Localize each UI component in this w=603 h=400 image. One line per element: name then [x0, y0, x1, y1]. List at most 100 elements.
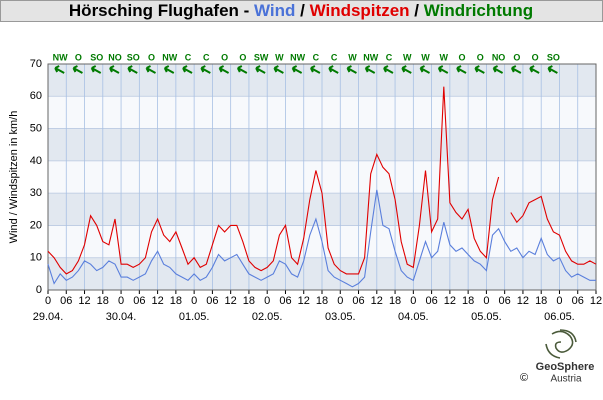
- y-tick-label: 20: [30, 219, 42, 231]
- direction-arrow: [182, 65, 193, 74]
- plot-frame: [47, 63, 597, 291]
- direction-arrow: [364, 65, 376, 74]
- title-wind: Wind: [254, 1, 295, 20]
- x-tick-label: 12: [444, 295, 456, 307]
- y-tick-label: 30: [30, 187, 42, 199]
- direction-label: O: [477, 52, 484, 62]
- x-tick-label: 12: [151, 295, 163, 307]
- x-tick-label: 18: [243, 295, 255, 307]
- direction-label: O: [221, 52, 228, 62]
- direction-arrow: [346, 65, 357, 74]
- x-tick-label: 0: [264, 295, 270, 307]
- x-tick-label: 0: [45, 295, 51, 307]
- direction-label: NW: [162, 52, 177, 62]
- x-tick-label: 0: [191, 295, 197, 307]
- title-separator: /: [410, 1, 424, 20]
- logo-swirl: [551, 330, 574, 353]
- x-tick-label: 18: [462, 295, 474, 307]
- direction-arrow: [127, 65, 138, 74]
- direction-label: W: [348, 52, 357, 62]
- chart-title: Hörsching Flughafen - Wind / Windspitzen…: [69, 1, 533, 20]
- title-prefix: Hörsching Flughafen -: [69, 1, 254, 20]
- y-tick-label: 40: [30, 155, 42, 167]
- x-tick-label: 06: [133, 295, 145, 307]
- direction-arrow: [291, 65, 303, 74]
- direction-arrow: [547, 65, 558, 74]
- x-tick-label: 06: [499, 295, 511, 307]
- date-label: 30.04.: [106, 311, 137, 323]
- x-tick-label: 18: [316, 295, 328, 307]
- direction-arrow: [456, 65, 467, 74]
- direction-label: C: [203, 52, 210, 62]
- direction-arrow: [163, 65, 175, 74]
- date-label: 06.05.: [544, 311, 575, 323]
- y-tick-label: 0: [36, 284, 42, 296]
- direction-label: C: [185, 52, 192, 62]
- direction-arrow: [401, 65, 412, 74]
- direction-arrow: [90, 65, 102, 74]
- direction-arrow: [273, 65, 284, 74]
- direction-label: W: [421, 52, 430, 62]
- direction-arrow: [109, 65, 120, 74]
- date-label: 02.05.: [252, 311, 283, 323]
- direction-arrow: [200, 65, 211, 74]
- direction-label: W: [275, 52, 284, 62]
- direction-arrow: [492, 65, 504, 74]
- direction-label: W: [403, 52, 412, 62]
- direction-label: O: [459, 52, 466, 62]
- direction-label: NW: [363, 52, 378, 62]
- direction-label: O: [532, 52, 539, 62]
- logo-name: GeoSphere: [536, 361, 595, 373]
- x-tick-label: 18: [170, 295, 182, 307]
- x-tick-label: 18: [97, 295, 109, 307]
- direction-label: O: [513, 52, 520, 62]
- title-gusts: Windspitzen: [310, 1, 410, 20]
- direction-label: SO: [127, 52, 140, 62]
- direction-arrow: [419, 65, 430, 74]
- direction-arrow: [54, 65, 65, 74]
- x-tick-label: 12: [371, 295, 383, 307]
- direction-label: NO: [492, 52, 506, 62]
- x-tick-label: 06: [352, 295, 364, 307]
- direction-label: NW: [53, 52, 68, 62]
- title-separator: /: [295, 1, 309, 20]
- direction-arrow: [218, 65, 230, 74]
- x-tick-label: 0: [337, 295, 343, 307]
- y-tick-label: 70: [30, 58, 42, 70]
- title-direction: Windrichtung: [424, 1, 533, 20]
- direction-label: O: [239, 52, 246, 62]
- series-line: [47, 86, 597, 275]
- direction-label: SO: [90, 52, 103, 62]
- direction-label: NW: [290, 52, 305, 62]
- x-tick-label: 06: [279, 295, 291, 307]
- copyright: ©: [520, 372, 528, 384]
- direction-label: C: [331, 52, 338, 62]
- direction-arrow: [328, 65, 339, 74]
- direction-arrow: [529, 65, 540, 74]
- direction-arrow: [236, 65, 248, 74]
- direction-label: C: [386, 52, 393, 62]
- x-tick-label: 12: [517, 295, 529, 307]
- logo-swirl: [559, 329, 577, 343]
- x-tick-label: 0: [483, 295, 489, 307]
- direction-arrow: [72, 65, 83, 74]
- direction-arrow: [145, 65, 156, 74]
- direction-arrow: [255, 65, 266, 74]
- direction-label: NO: [108, 52, 122, 62]
- x-tick-label: 12: [225, 295, 237, 307]
- y-axis-label: Wind / Windspitzen in km/h: [8, 111, 20, 244]
- y-tick-label: 60: [30, 90, 42, 102]
- logo-swirl: [545, 343, 561, 359]
- x-tick-label: 0: [118, 295, 124, 307]
- x-tick-label: 12: [590, 295, 602, 307]
- date-label: 03.05.: [325, 311, 356, 323]
- logo: GeoSphere © Austria: [520, 329, 595, 385]
- direction-label: SO: [547, 52, 560, 62]
- x-tick-label: 06: [206, 295, 218, 307]
- date-label: 01.05.: [179, 311, 210, 323]
- direction-arrow: [510, 65, 522, 74]
- direction-label: O: [75, 52, 82, 62]
- x-tick-label: 06: [60, 295, 72, 307]
- x-tick-label: 12: [298, 295, 310, 307]
